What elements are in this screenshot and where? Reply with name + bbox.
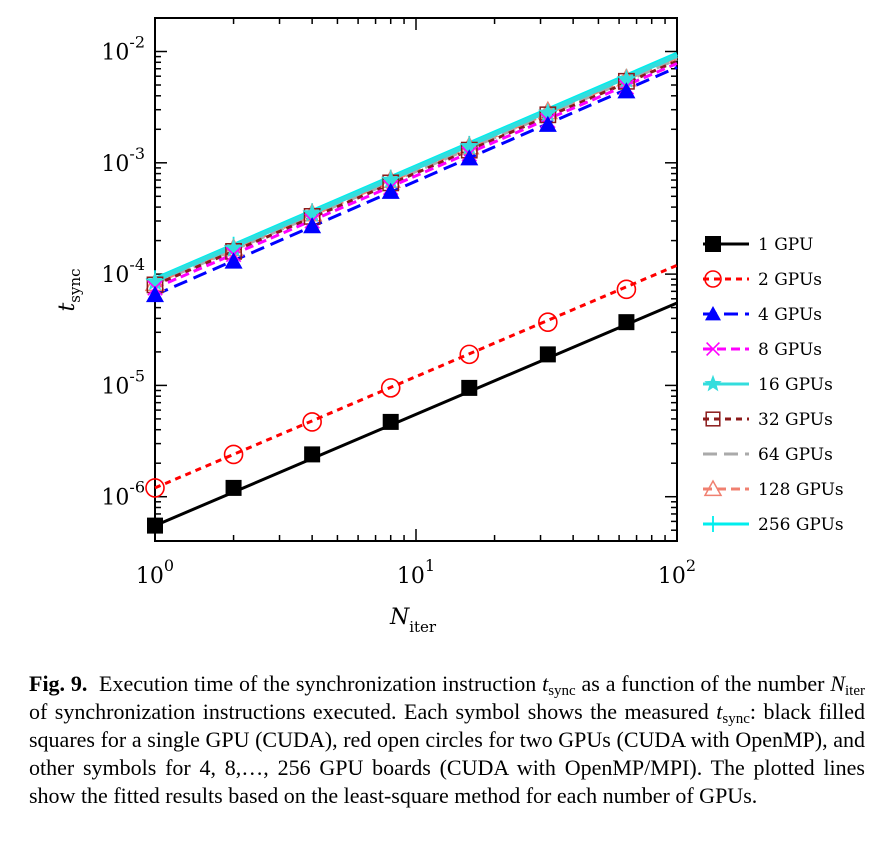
caption-var-t: t [542, 671, 549, 696]
marker-circle [302, 412, 322, 432]
fit-line [154, 59, 678, 287]
marker-square [225, 479, 242, 496]
x-axis-label: Niter [389, 605, 437, 636]
marker-circle [538, 312, 558, 332]
marker-circle [380, 378, 401, 398]
marker-circle [223, 444, 244, 465]
legend-item: 2 GPUs [703, 270, 822, 290]
marker-star [459, 136, 480, 155]
marker-triangle [146, 285, 164, 303]
y-tick-label: 10-5 [101, 366, 145, 399]
y-axis-label: tsync [55, 268, 84, 311]
legend: 1 GPU 2 GPUs 4 GPUs 8 GPUs 16 GPUs 32 GPUs 64 … [703, 235, 844, 535]
legend-label: 16 GPUs [758, 375, 833, 395]
legend-item: 16 GPUs [703, 374, 833, 395]
marker-triangle [224, 252, 243, 269]
marker-star [704, 374, 722, 392]
marker-square [382, 413, 399, 430]
marker-square [618, 314, 635, 331]
tick-labels: 100 101 102 10-6 10-5 10-4 10-3 10-2 [101, 33, 696, 589]
caption-var-t2-sub: sync [722, 711, 750, 727]
marker-star [616, 69, 637, 88]
caption-text-3: of synchronization instructions executed… [29, 699, 717, 724]
caption-var-n-sub: iter [845, 683, 865, 699]
marker-triangle [617, 82, 636, 99]
marker-triangle [538, 115, 557, 132]
marker-x [706, 342, 720, 356]
x-tick-label: 102 [658, 556, 696, 589]
caption-text-4: : black filled squares for a single GPU … [29, 699, 865, 808]
marker-triangle [460, 149, 479, 166]
marker-triangle [303, 217, 322, 234]
marker-square [304, 446, 321, 463]
legend-item: 4 GPUs [703, 305, 822, 325]
fit-lines [154, 51, 678, 527]
legend-item: 256 GPUs [703, 515, 844, 535]
legend-label: 2 GPUs [758, 270, 822, 290]
marker-square [539, 346, 556, 363]
fit-line [154, 53, 678, 283]
y-tick-label: 10-6 [101, 478, 145, 511]
marker-star [145, 271, 165, 291]
marker-square [147, 517, 163, 534]
marker-square [461, 379, 478, 396]
legend-label: 32 GPUs [758, 410, 833, 430]
legend-item: 8 GPUs [703, 340, 822, 360]
y-axis-label-main: t [55, 303, 80, 312]
legend-item: 1 GPU [703, 235, 813, 255]
marker-star [538, 102, 558, 122]
marker-circle [145, 478, 165, 498]
fit-line [154, 66, 678, 297]
legend-label: 64 GPUs [758, 445, 833, 465]
marker-star [302, 203, 322, 222]
data-markers [144, 68, 637, 534]
caption-label: Fig. 9. [29, 671, 88, 696]
x-axis-label-main: N [389, 605, 410, 630]
caption-var-n: N [830, 671, 845, 696]
legend-item: 32 GPUs [703, 410, 833, 430]
caption-text-1: Execution time of the synchronization in… [99, 671, 543, 696]
marker-circle [459, 344, 480, 365]
marker-star [380, 169, 401, 189]
marker-square-open [705, 411, 721, 427]
y-tick-label: 10-4 [101, 255, 145, 288]
x-tick-label: 101 [397, 556, 435, 589]
fit-line [154, 62, 678, 290]
y-tick-label: 10-3 [101, 144, 145, 177]
marker-plus [705, 516, 721, 532]
legend-item: 64 GPUs [703, 445, 833, 465]
caption-var-t-sub: sync [548, 683, 576, 699]
marker-triangle [705, 306, 721, 321]
x-tick-label: 100 [136, 556, 174, 589]
marker-square [705, 236, 721, 252]
legend-label: 128 GPUs [758, 480, 844, 500]
y-tick-label: 10-2 [101, 33, 145, 66]
marker-triangle [381, 182, 400, 199]
marker-circle [616, 279, 637, 300]
caption-var-t2: t [716, 699, 723, 724]
fit-line [154, 263, 678, 490]
marker-star [223, 238, 244, 257]
marker-circle [704, 270, 722, 288]
figure-caption: Fig. 9. Execution time of the synchroniz… [29, 670, 865, 810]
fit-line [154, 301, 678, 527]
legend-item: 128 GPUs [703, 479, 844, 500]
legend-label: 1 GPU [758, 235, 813, 255]
marker-triangle-open [703, 479, 723, 497]
x-axis-label-sub: iter [409, 618, 437, 636]
legend-label: 8 GPUs [758, 340, 822, 360]
legend-label: 4 GPUs [758, 305, 822, 325]
y-axis-label-sub: sync [66, 268, 84, 302]
caption-text-2: as a function of the number [575, 671, 831, 696]
legend-label: 256 GPUs [758, 515, 844, 535]
